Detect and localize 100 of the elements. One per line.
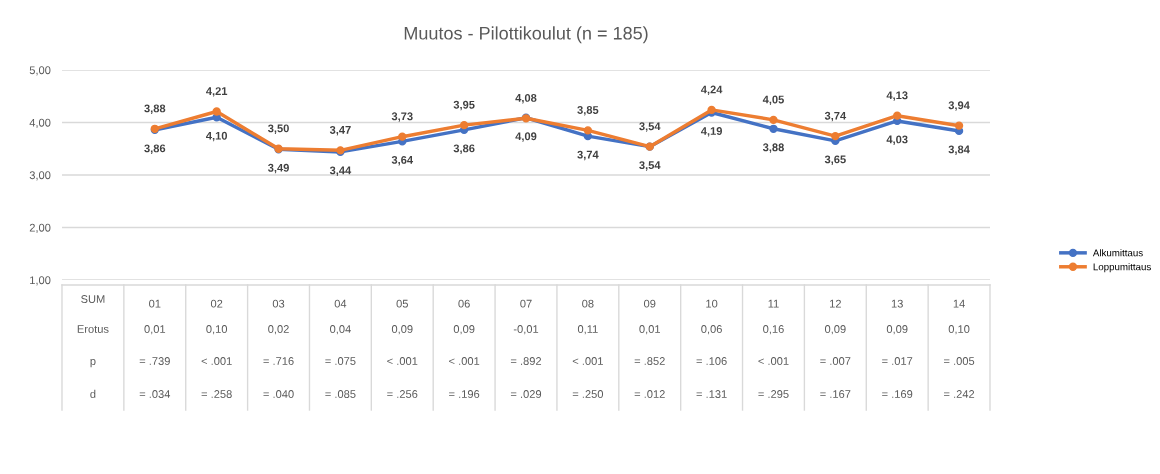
- data-label: 3,73: [391, 112, 413, 122]
- point: [212, 107, 221, 116]
- x-tick-label: 13: [891, 299, 903, 308]
- text: = .075: [325, 357, 356, 365]
- text: 0,16: [763, 325, 784, 335]
- x-tick-label: 10: [706, 299, 718, 308]
- data-label: 3,94: [948, 101, 970, 111]
- data-label: 3,50: [267, 124, 289, 134]
- x-tick-label: 07: [520, 299, 532, 308]
- x-tick-label: 08: [582, 299, 594, 308]
- text: Erotus: [77, 325, 109, 333]
- data-label: 3,86: [453, 144, 475, 154]
- text: < .001: [449, 357, 480, 365]
- text: = .242: [944, 390, 975, 398]
- text: 0,09: [453, 325, 475, 335]
- data-label: 3,85: [577, 106, 599, 116]
- text: = .256: [387, 390, 418, 398]
- data-label: 4,08: [515, 93, 537, 104]
- data-label: 3,88: [762, 143, 784, 153]
- text: 0,10: [206, 325, 228, 335]
- text: = .012: [634, 390, 665, 398]
- data-label: 4,13: [886, 91, 908, 101]
- data-label: 3,65: [824, 155, 846, 165]
- data-label: 3,64: [391, 155, 414, 166]
- point: [769, 124, 778, 133]
- point: [398, 132, 407, 141]
- data-label: 3,54: [639, 122, 661, 132]
- data-label: 4,09: [515, 132, 537, 142]
- point: [769, 115, 778, 125]
- data-label: 4,05: [762, 95, 784, 106]
- y-tick-label: 2,00: [29, 223, 51, 233]
- text: = .250: [572, 390, 604, 398]
- y-tick-label: 4,00: [29, 118, 51, 128]
- data-label: 3,74: [577, 150, 599, 161]
- data-label: 3,54: [639, 161, 661, 171]
- text: = .258: [201, 390, 232, 398]
- x-tick-label: 06: [458, 299, 470, 308]
- x-tick-label: 12: [830, 299, 841, 308]
- text: 0,09: [886, 325, 908, 335]
- text: = .005: [944, 357, 975, 365]
- y-tick-label: 3,00: [29, 171, 51, 181]
- legend-label: Alkumittaus: [1092, 249, 1143, 257]
- legend-label: Loppumittaus: [1093, 263, 1151, 273]
- text: = .085: [325, 390, 356, 398]
- data-label: 4,03: [886, 135, 908, 145]
- x-tick-label: 04: [334, 299, 347, 308]
- text: d: [90, 389, 96, 398]
- data-label: 3,95: [453, 100, 475, 111]
- text: = .852: [634, 357, 665, 365]
- text: 0,01: [639, 325, 660, 335]
- x-tick-label: 11: [768, 299, 779, 308]
- data-label: 3,88: [144, 104, 166, 114]
- x-axis-title: SUM: [81, 295, 105, 303]
- text: = .007: [820, 357, 851, 365]
- data-label: 3,44: [329, 166, 352, 176]
- text: = .716: [263, 357, 294, 365]
- text: = .167: [820, 390, 851, 398]
- data-label: 4,21: [206, 87, 228, 97]
- text: 0,09: [824, 325, 846, 335]
- point: [459, 120, 469, 130]
- data-label: 4,24: [700, 85, 723, 96]
- text: = .106: [696, 357, 727, 365]
- point: [893, 111, 902, 120]
- text: -0,01: [513, 325, 539, 335]
- text: 0,02: [268, 325, 289, 335]
- text: < .001: [572, 357, 603, 365]
- y-tick-label: 1,00: [30, 276, 51, 286]
- text: < .001: [758, 357, 789, 365]
- text: = .131: [696, 390, 727, 398]
- text: = .029: [510, 390, 542, 398]
- x-tick-label: 01: [149, 299, 161, 308]
- data-label: 3,47: [329, 126, 351, 136]
- x-tick-label: 05: [396, 299, 408, 308]
- data-label: 3,86: [144, 144, 166, 154]
- x-tick-label: 09: [643, 299, 656, 308]
- text: = .739: [139, 357, 170, 365]
- x-tick-label: 03: [272, 299, 285, 308]
- text: < .001: [387, 357, 418, 365]
- text: = .196: [449, 390, 480, 398]
- text: 0,04: [330, 325, 351, 335]
- data-label: 4,19: [700, 127, 722, 137]
- y-tick-label: 5,00: [29, 66, 51, 76]
- data-label: 3,84: [948, 145, 970, 155]
- text: = .017: [882, 357, 913, 365]
- point: [954, 121, 964, 130]
- text: p: [90, 358, 96, 368]
- text: = .040: [263, 390, 294, 398]
- data-label: 3,49: [267, 163, 289, 174]
- text: = .295: [758, 390, 789, 398]
- text: = .892: [510, 357, 542, 365]
- x-tick-label: 02: [210, 299, 223, 308]
- text: 0,01: [144, 325, 166, 335]
- text: 0,10: [948, 325, 970, 335]
- data-label: 3,74: [824, 111, 847, 122]
- x-tick-label: 14: [953, 299, 965, 308]
- point: [831, 131, 840, 141]
- text: = .169: [882, 390, 913, 398]
- point: [583, 126, 593, 135]
- text: 0,06: [701, 325, 722, 335]
- text: = .034: [139, 390, 171, 398]
